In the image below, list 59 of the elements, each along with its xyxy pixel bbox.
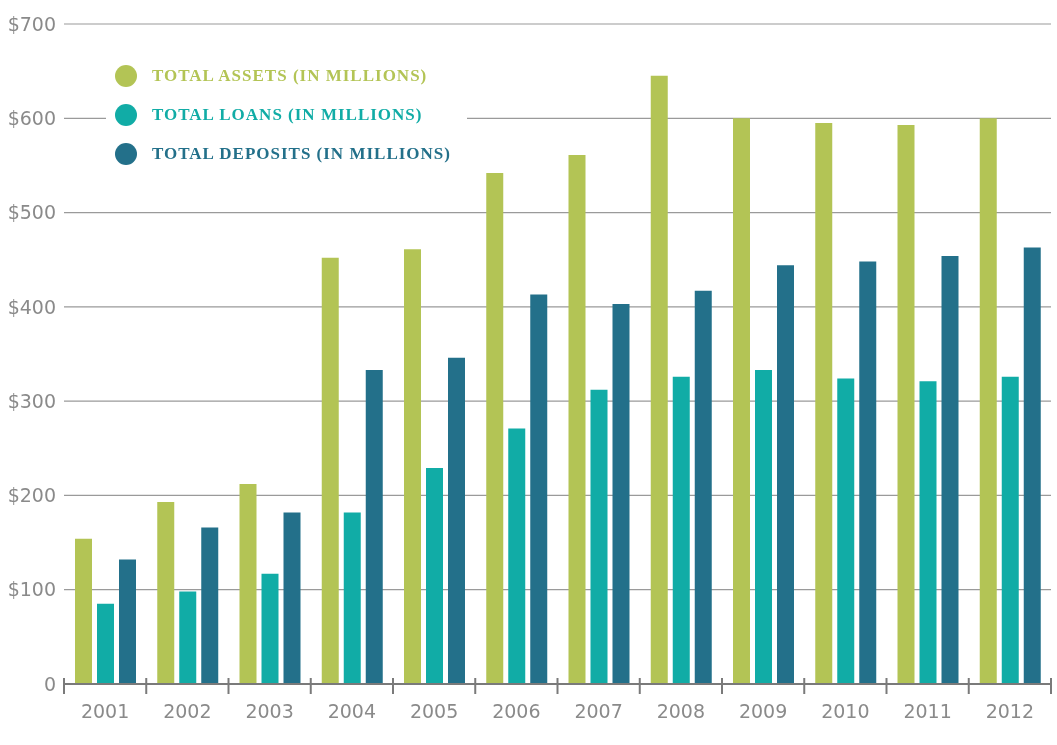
y-tick-label: $200 xyxy=(7,484,56,507)
bar xyxy=(815,123,833,684)
x-tick-label: 2005 xyxy=(409,700,459,722)
bar xyxy=(530,294,548,684)
bar xyxy=(979,118,997,684)
bar xyxy=(261,573,279,684)
y-tick-label: $400 xyxy=(7,295,56,318)
bar xyxy=(343,512,361,684)
x-tick-label: 2012 xyxy=(985,700,1035,722)
bar xyxy=(404,249,421,684)
bar xyxy=(777,265,794,684)
bar xyxy=(919,381,937,684)
bar xyxy=(448,357,465,684)
bar xyxy=(97,603,114,684)
x-tick-label: 2003 xyxy=(245,700,294,722)
bar xyxy=(365,370,383,684)
y-tick-label: $600 xyxy=(7,107,56,130)
x-tick-label: 2008 xyxy=(656,700,706,722)
legend-label: TOTAL LOANS (IN MILLIONS) xyxy=(152,104,423,125)
y-tick-label: $100 xyxy=(7,578,56,601)
bar xyxy=(321,257,339,684)
bar xyxy=(612,304,630,684)
bar xyxy=(426,468,443,684)
bar xyxy=(1001,376,1019,684)
bar xyxy=(486,172,504,684)
bar xyxy=(179,591,197,684)
legend-label: TOTAL ASSETS (IN MILLIONS) xyxy=(152,65,428,86)
bar xyxy=(650,75,668,684)
y-tick-label: $300 xyxy=(7,389,56,412)
bar xyxy=(694,290,712,684)
bar xyxy=(897,124,915,684)
x-tick-label: 2001 xyxy=(80,700,130,722)
legend-label: TOTAL DEPOSITS (IN MILLIONS) xyxy=(152,143,451,164)
bar xyxy=(119,559,136,684)
x-tick-label: 2009 xyxy=(738,700,788,722)
bar xyxy=(590,389,608,684)
x-tick-label: 2011 xyxy=(903,700,952,722)
y-tick-label: $700 xyxy=(7,12,56,35)
bar xyxy=(837,378,855,684)
bar xyxy=(239,484,257,684)
bar xyxy=(1023,247,1041,684)
bar xyxy=(157,502,175,684)
bar xyxy=(568,155,586,684)
x-tick-label: 2007 xyxy=(574,700,623,722)
x-tick-label: 2004 xyxy=(327,700,377,722)
bar xyxy=(672,376,690,684)
x-tick-label: 2010 xyxy=(821,700,870,722)
bar xyxy=(201,527,219,684)
x-tick-label: 2002 xyxy=(163,700,212,722)
bar xyxy=(859,261,877,684)
bar xyxy=(941,255,959,684)
y-tick-label: $500 xyxy=(7,201,56,224)
x-tick-label: 2006 xyxy=(492,700,541,722)
bar xyxy=(283,512,301,684)
bar xyxy=(733,118,750,684)
bar xyxy=(755,370,772,684)
bar xyxy=(508,428,526,684)
bar xyxy=(75,538,92,684)
y-tick-label: 0 xyxy=(43,672,56,695)
